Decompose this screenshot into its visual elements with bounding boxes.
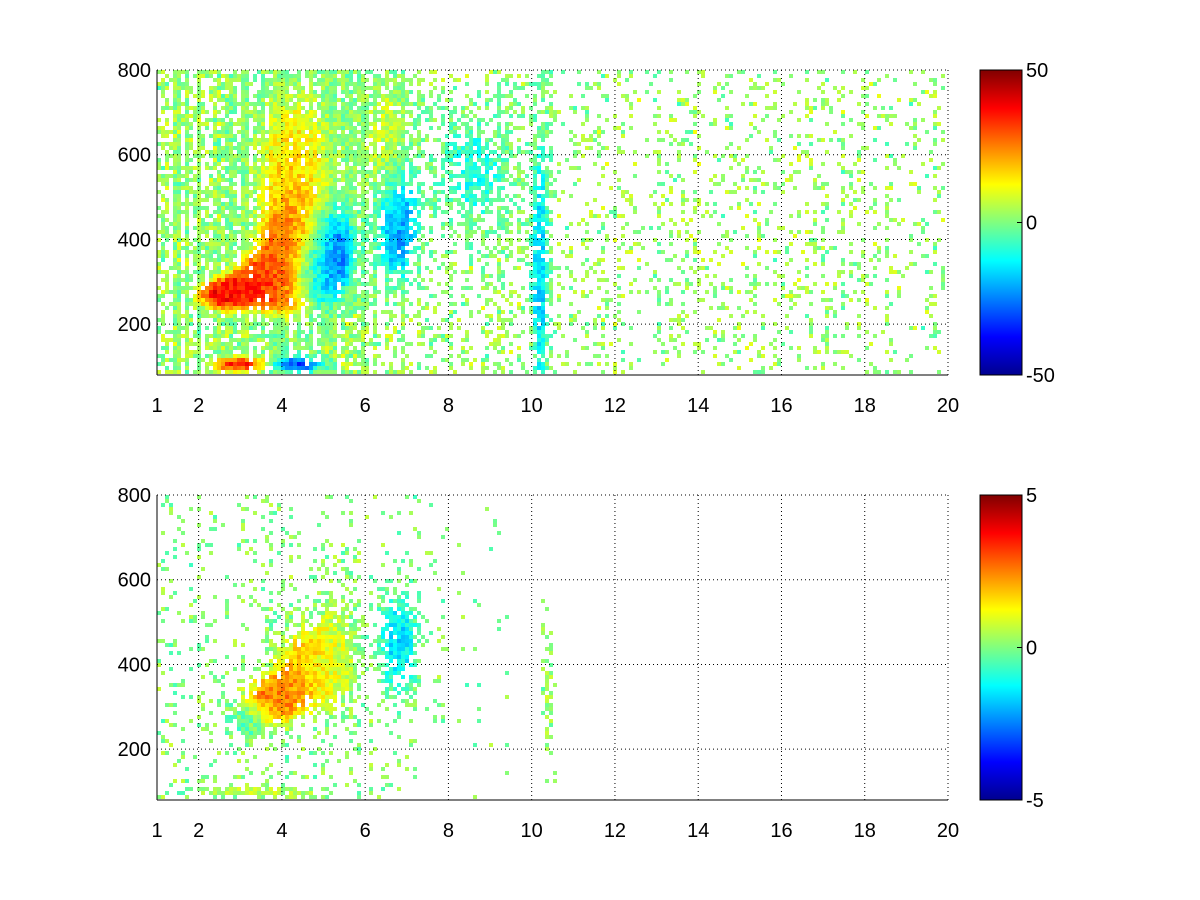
colorbar-tick-label: -5 bbox=[1026, 790, 1044, 812]
x-tick-label: 2 bbox=[193, 395, 204, 417]
x-tick-label: 4 bbox=[276, 820, 287, 842]
x-tick-label: 16 bbox=[770, 820, 792, 842]
y-tick-label: 800 bbox=[118, 60, 151, 82]
y-tick-label: 200 bbox=[118, 314, 151, 336]
y-tick-label: 600 bbox=[118, 570, 151, 592]
x-tick-label: 8 bbox=[443, 820, 454, 842]
colorbar: -50 0 50 bbox=[979, 60, 1055, 387]
grid-lines bbox=[157, 69, 949, 375]
y-tick-label: 400 bbox=[118, 229, 151, 251]
x-tick-label: 1 bbox=[151, 395, 162, 417]
colorbar-tick-label: 50 bbox=[1026, 60, 1048, 82]
y-tick-label: 400 bbox=[118, 654, 151, 676]
x-tick-label: 20 bbox=[937, 395, 959, 417]
x-tick-label: 12 bbox=[604, 820, 626, 842]
colorbar-tick-label: -50 bbox=[1026, 365, 1055, 387]
colorbar-tick-label: 5 bbox=[1026, 485, 1037, 507]
x-tick-label: 20 bbox=[937, 820, 959, 842]
x-tick-label: 6 bbox=[360, 820, 371, 842]
x-tick-label: 4 bbox=[276, 395, 287, 417]
heatmap-cells bbox=[157, 495, 557, 799]
y-tick-label: 200 bbox=[118, 739, 151, 761]
x-tick-label: 16 bbox=[770, 395, 792, 417]
x-tick-label: 18 bbox=[854, 395, 876, 417]
colorbar-tick-label: 0 bbox=[1026, 638, 1037, 660]
x-tick-label: 14 bbox=[687, 395, 709, 417]
x-tick-label: 10 bbox=[521, 820, 543, 842]
y-tick-label: 600 bbox=[118, 145, 151, 167]
grid-lines bbox=[157, 494, 949, 800]
x-tick-label: 18 bbox=[854, 820, 876, 842]
x-tick-label: 14 bbox=[687, 820, 709, 842]
y-tick-label: 800 bbox=[118, 485, 151, 507]
x-tick-label: 2 bbox=[193, 820, 204, 842]
x-tick-label: 10 bbox=[521, 395, 543, 417]
x-tick-label: 8 bbox=[443, 395, 454, 417]
colorbar: -5 0 5 bbox=[979, 485, 1044, 812]
heatmap-cells bbox=[157, 70, 945, 374]
colorbar-tick-label: 0 bbox=[1026, 213, 1037, 235]
x-tick-label: 6 bbox=[360, 395, 371, 417]
x-tick-label: 1 bbox=[151, 820, 162, 842]
x-tick-label: 12 bbox=[604, 395, 626, 417]
